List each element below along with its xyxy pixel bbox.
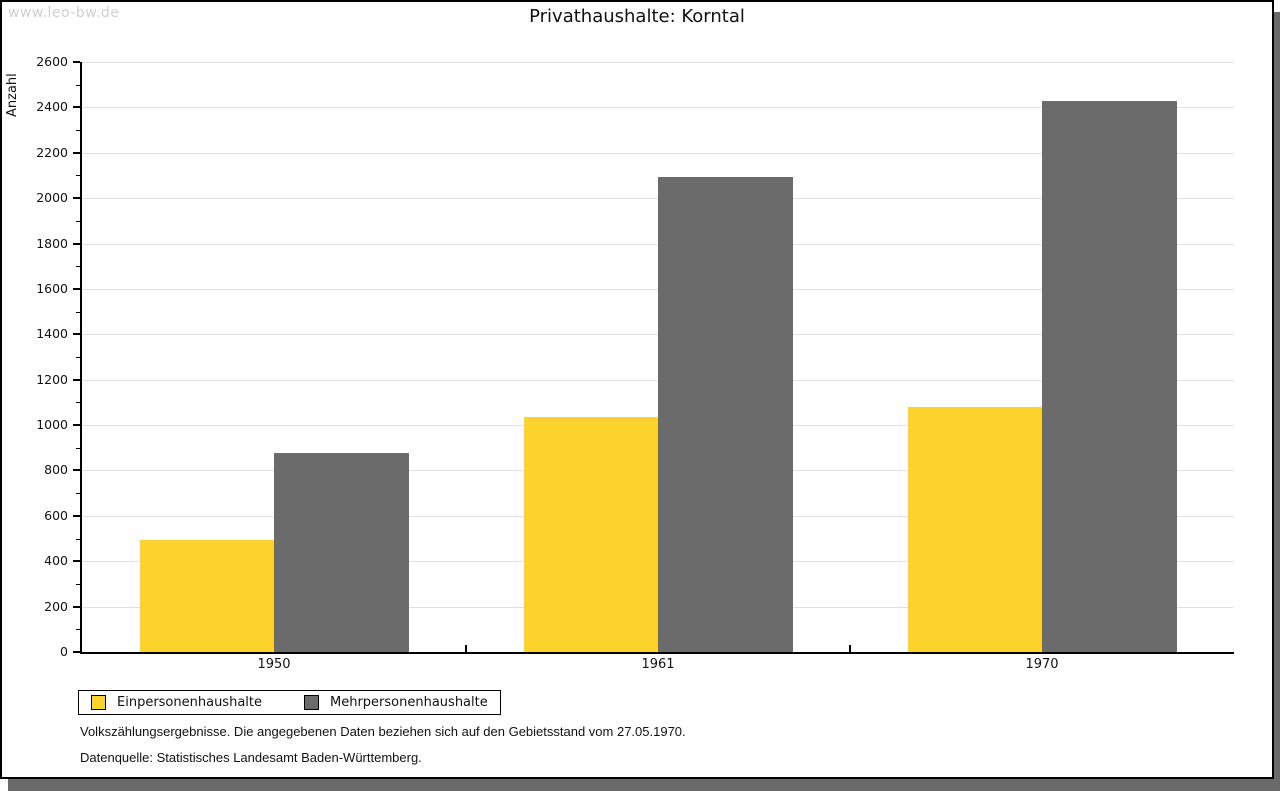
y-tick-1600: [73, 287, 80, 290]
y-tick-label-2200: 2200: [36, 144, 68, 160]
y-tick-label-400: 400: [44, 553, 68, 569]
y-minor-tick-2500: [76, 84, 80, 86]
footnote-source-note: Volkszählungsergebnisse. Die angegebenen…: [80, 724, 686, 739]
bar-mehrpersonenhaushalte-1950: [274, 453, 409, 652]
y-minor-tick-300: [76, 583, 80, 585]
y-tick-label-1200: 1200: [36, 371, 68, 387]
y-tick-0: [73, 651, 80, 653]
y-tick-label-2600: 2600: [36, 54, 68, 69]
bar-einpersonenhaushalte-1950: [139, 539, 274, 652]
gridline-2400: [82, 107, 1234, 109]
y-minor-tick-500: [76, 538, 80, 540]
y-tick-label-600: 600: [44, 507, 68, 523]
y-axis-title: Anzahl: [5, 73, 20, 117]
chart-title: Privathaushalte: Korntal: [529, 6, 745, 27]
y-tick-200: [73, 605, 80, 608]
y-minor-tick-900: [76, 447, 80, 449]
bar-einpersonenhaushalte-1970: [907, 406, 1042, 652]
x-category-label-1950: 1950: [257, 657, 291, 672]
legend-swatch-mehrpersonenhaushalte: [304, 695, 319, 710]
y-tick-1000: [73, 424, 80, 427]
legend-item-mehrpersonenhaushalte: Mehrpersonenhaushalte: [304, 695, 488, 710]
y-tick-2400: [73, 106, 80, 109]
y-tick-label-1400: 1400: [36, 326, 68, 342]
footnote-data-source: Datenquelle: Statistisches Landesamt Bad…: [80, 750, 422, 765]
y-tick-label-0: 0: [60, 644, 68, 659]
y-minor-tick-700: [76, 493, 80, 495]
y-tick-label-2000: 2000: [36, 190, 68, 206]
y-tick-400: [73, 560, 80, 563]
x-category-label-1961: 1961: [641, 657, 675, 672]
chart-canvas: www.leo-bw.de Privathaushalte: Korntal A…: [2, 2, 1272, 777]
y-minor-tick-2100: [76, 175, 80, 177]
y-minor-tick-1300: [76, 357, 80, 358]
y-tick-800: [73, 469, 80, 472]
legend-swatch-einpersonenhaushalte: [91, 695, 106, 710]
y-minor-tick-2300: [76, 130, 80, 132]
y-tick-label-800: 800: [44, 462, 68, 478]
y-tick-2600: [73, 61, 80, 63]
y-minor-tick-1700: [76, 266, 80, 268]
y-tick-2000: [73, 197, 80, 200]
bar-mehrpersonenhaushalte-1961: [658, 176, 793, 652]
legend-item-einpersonenhaushalte: Einpersonenhaushalte: [91, 695, 262, 710]
y-tick-1800: [73, 242, 80, 245]
y-tick-1200: [73, 378, 80, 381]
watermark-text: www.leo-bw.de: [8, 5, 120, 21]
y-minor-tick-1900: [76, 220, 80, 222]
y-tick-2200: [73, 151, 80, 154]
y-tick-600: [73, 514, 80, 517]
y-minor-tick-100: [76, 629, 80, 631]
x-category-label-1970: 1970: [1025, 657, 1059, 672]
y-tick-label-1800: 1800: [36, 235, 68, 251]
y-tick-label-2400: 2400: [36, 99, 68, 115]
x-boundary-tick-1: [465, 645, 467, 652]
legend-label-mehrpersonenhaushalte: Mehrpersonenhaushalte: [330, 695, 488, 710]
y-minor-tick-1100: [76, 402, 80, 404]
y-minor-tick-1500: [76, 311, 80, 313]
y-tick-label-1600: 1600: [36, 280, 68, 296]
y-tick-1400: [73, 333, 80, 336]
y-tick-label-1000: 1000: [36, 417, 68, 433]
x-boundary-tick-2: [849, 645, 851, 652]
bar-mehrpersonenhaushalte-1970: [1042, 100, 1177, 652]
gridline-2200: [82, 152, 1234, 154]
y-tick-label-200: 200: [44, 598, 68, 614]
legend-label-einpersonenhaushalte: Einpersonenhaushalte: [117, 695, 262, 710]
legend-box: Einpersonenhaushalte Mehrpersonenhaushalt…: [78, 690, 501, 715]
gridline-2600: [82, 62, 1234, 63]
plot-area: 0 200 400 600 800 1000 1200 1400 1600 1800 2000 220…: [36, 54, 1234, 672]
bar-einpersonenhaushalte-1961: [523, 417, 658, 652]
